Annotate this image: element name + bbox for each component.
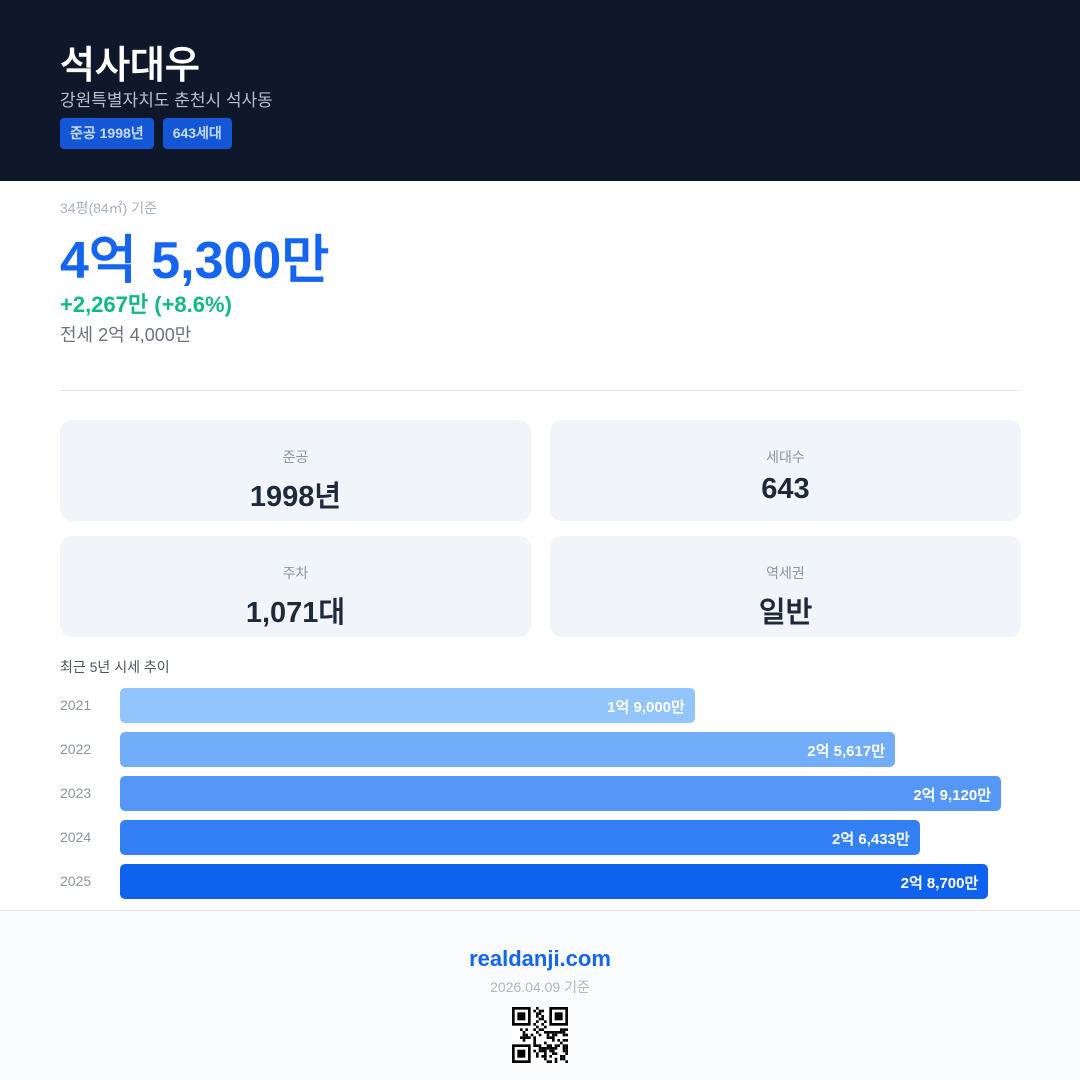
- tag-households: 643세대: [162, 118, 232, 149]
- year-label: 2023: [60, 785, 92, 801]
- stat-value: 일반: [758, 597, 813, 629]
- reference-date: 2026.04.09 기준: [490, 979, 590, 995]
- stat-card-built: 준공 1998년: [60, 420, 531, 521]
- stat-value: 643: [761, 473, 810, 505]
- stat-label: 주차: [282, 565, 309, 581]
- stat-label: 준공: [282, 449, 309, 465]
- address: 강원특별자치도 춘천시 석사동: [60, 91, 273, 110]
- stat-label: 역세권: [766, 565, 805, 581]
- divider: [60, 390, 1021, 391]
- qr-code-icon[interactable]: [512, 1007, 568, 1063]
- bar-row: 2025 2억 8,700만: [60, 864, 1021, 899]
- year-label: 2021: [60, 697, 92, 713]
- bar-value-label: 2억 8,700만: [900, 875, 979, 892]
- stat-label: 세대수: [766, 449, 805, 465]
- year-label: 2022: [60, 741, 92, 757]
- tag-built-year: 준공 1998년: [60, 118, 154, 149]
- bar-row: 2021 1억 9,000만: [60, 688, 1021, 723]
- bar-value-label: 2억 9,120만: [913, 787, 991, 804]
- header: 석사대우 강원특별자치도 춘천시 석사동 준공 1998년 643세대: [0, 0, 1080, 181]
- year-label: 2024: [60, 829, 92, 845]
- stat-value: 1998년: [249, 481, 342, 513]
- stat-value: 1,071대: [245, 597, 346, 629]
- bar-row: 2023 2억 9,120만: [60, 776, 1021, 811]
- bar-value-label: 1억 9,000만: [607, 699, 685, 716]
- chart-title: 최근 5년 시세 추이: [60, 659, 170, 675]
- price-change: +2,267만 (+8.6%): [60, 292, 232, 317]
- price-basis: 34평(84㎡) 기준: [60, 200, 157, 216]
- bar: 2억 9,120만: [120, 776, 1001, 811]
- year-label: 2025: [60, 873, 92, 889]
- bar: 2억 8,700만: [120, 864, 989, 899]
- bar-row: 2024 2억 6,433만: [60, 820, 1021, 855]
- site-link[interactable]: realdanji.com: [469, 946, 611, 971]
- bar-row: 2022 2억 5,617만: [60, 732, 1021, 767]
- price-value: 4억 5,300만: [60, 232, 330, 290]
- bar: 2억 5,617만: [120, 732, 896, 767]
- bar: 1억 9,000만: [120, 688, 695, 723]
- jeonse-price: 전세 2억 4,000만: [60, 325, 192, 345]
- stat-card-households: 세대수 643: [550, 420, 1021, 521]
- bar-value-label: 2억 6,433만: [832, 831, 910, 848]
- footer: realdanji.com 2026.04.09 기준: [0, 910, 1080, 1080]
- bar-value-label: 2억 5,617만: [807, 743, 886, 760]
- complex-title: 석사대우: [60, 45, 200, 87]
- bar: 2억 6,433만: [120, 820, 920, 855]
- stat-card-parking: 주차 1,071대: [60, 536, 531, 637]
